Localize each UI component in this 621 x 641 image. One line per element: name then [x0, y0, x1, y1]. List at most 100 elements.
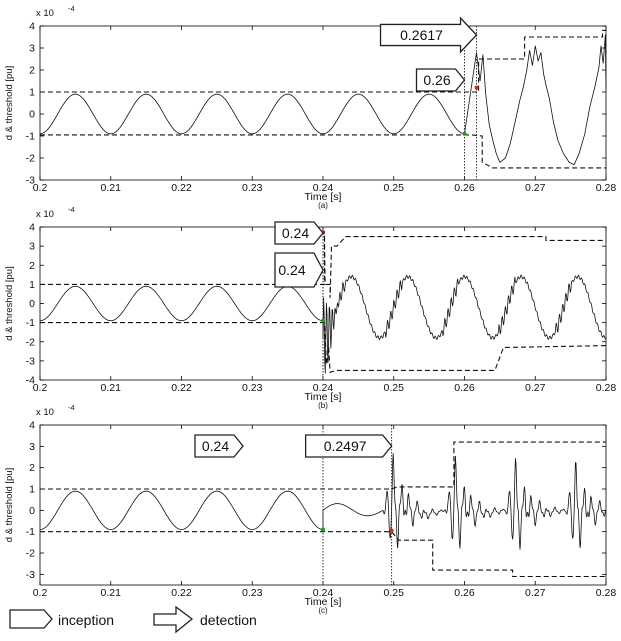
- y-tick-label: 1: [29, 87, 35, 99]
- legend-graphic: inception detection: [9, 605, 257, 634]
- x-tick-label: 0.25: [384, 182, 405, 194]
- y-tick-label: -4: [26, 375, 35, 387]
- panel-label: (b): [318, 401, 328, 410]
- detection-arrow-icon: [304, 434, 393, 458]
- y-tick-label: -3: [26, 175, 35, 187]
- y-tick-label: 4: [29, 222, 35, 234]
- inception-marker: [321, 318, 325, 323]
- detection-arrow-icon: [274, 221, 324, 245]
- legend: inception detection: [6, 605, 306, 636]
- x-tick-label: 0.21: [101, 182, 122, 194]
- y-tick-label: -1: [26, 131, 35, 143]
- y-tick-label: -3: [26, 569, 35, 581]
- y-tick-label: -2: [26, 153, 35, 165]
- y-axis-label: d & threshold [pu]: [4, 468, 15, 542]
- y-tick-label: -3: [26, 355, 35, 367]
- panel-label: (a): [318, 201, 328, 210]
- inception-arrow-icon: [194, 434, 244, 458]
- x-axis-label: Time [s]: [305, 596, 342, 608]
- legend-inception-label: inception: [58, 612, 114, 628]
- detection-marker: [474, 85, 479, 90]
- y-tick-label: 1: [29, 484, 35, 496]
- x-tick-label: 0.23: [242, 587, 263, 599]
- legend-detection-label: detection: [200, 612, 257, 628]
- y-exponent: -4: [68, 205, 75, 214]
- x-tick-label: 0.23: [242, 182, 263, 194]
- x-tick-label: 0.22: [171, 382, 192, 394]
- detection-time-label: 0.2497: [324, 438, 367, 454]
- threshold-upper-line: [40, 441, 606, 490]
- x-tick-label: 0.26: [454, 587, 475, 599]
- detection-marker: [389, 528, 394, 533]
- threshold-lower-line: [40, 531, 606, 578]
- x-tick-label: 0.28: [596, 587, 617, 599]
- y-tick-label: -2: [26, 336, 35, 348]
- y-tick-label: 0: [29, 298, 35, 310]
- x-tick-label: 0.2: [33, 382, 48, 394]
- x-tick-label: 0.26: [454, 382, 475, 394]
- threshold-upper-line: [40, 230, 606, 298]
- y-tick-label: 4: [29, 21, 35, 33]
- x-tick-label: 0.26: [454, 182, 475, 194]
- y-tick-label: 2: [29, 260, 35, 272]
- detection-time-label: 0.24: [282, 225, 309, 241]
- detection-arrow-icon: [153, 605, 194, 634]
- x-axis-label: Time [s]: [305, 191, 342, 203]
- y-tick-label: 0: [29, 109, 35, 121]
- x-tick-label: 0.24: [313, 587, 334, 599]
- x-tick-label: 0.22: [171, 182, 192, 194]
- inception-arrow-icon: [9, 609, 53, 629]
- y-multiplier: x 10: [36, 407, 54, 418]
- y-exponent: -4: [68, 4, 75, 13]
- inception-marker: [321, 527, 325, 532]
- y-tick-label: 4: [29, 420, 35, 432]
- threshold-lower-line: [40, 322, 607, 374]
- signal-d-line: [40, 274, 606, 374]
- x-tick-label: 0.27: [525, 587, 546, 599]
- x-tick-label: 0.22: [171, 587, 192, 599]
- y-axis-label: d & threshold [pu]: [4, 266, 15, 340]
- y-tick-label: 1: [29, 279, 35, 291]
- detection-arrow-icon: [379, 16, 478, 54]
- x-tick-label: 0.21: [101, 587, 122, 599]
- inception-arrow-icon: [415, 68, 466, 92]
- y-tick-label: 2: [29, 462, 35, 474]
- y-tick-label: -1: [26, 526, 35, 538]
- x-tick-label: 0.2: [33, 587, 48, 599]
- x-tick-label: 0.28: [596, 382, 617, 394]
- y-exponent: -4: [68, 403, 75, 412]
- y-axis-label: d & threshold [pu]: [4, 66, 15, 140]
- x-tick-label: 0.21: [101, 382, 122, 394]
- x-tick-label: 0.24: [313, 182, 334, 194]
- inception-time-label: 0.24: [278, 262, 305, 278]
- y-tick-label: 3: [29, 241, 35, 253]
- y-multiplier: x 10: [36, 209, 54, 220]
- inception-time-label: 0.26: [423, 72, 450, 88]
- y-tick-label: 3: [29, 441, 35, 453]
- y-tick-label: 3: [29, 43, 35, 55]
- detection-time-label: 0.2617: [400, 27, 443, 43]
- panel-label: (c): [318, 606, 328, 615]
- x-axis-label: Time [s]: [305, 391, 342, 403]
- x-tick-label: 0.2: [33, 182, 48, 194]
- threshold-lower-line: [40, 134, 606, 169]
- x-tick-label: 0.24: [313, 382, 334, 394]
- threshold-upper-line: [40, 29, 606, 93]
- x-tick-label: 0.27: [525, 382, 546, 394]
- x-tick-label: 0.25: [384, 382, 405, 394]
- y-tick-label: -1: [26, 317, 35, 329]
- x-tick-label: 0.28: [596, 182, 617, 194]
- y-tick-label: -2: [26, 548, 35, 560]
- y-tick-label: 0: [29, 505, 35, 517]
- chart-panel-2: 0.2 0.21 0.22 0.23 0.24 0.25 0.26 0.27 0.28 -4 -3 -…: [4, 205, 616, 410]
- y-tick-label: 2: [29, 65, 35, 77]
- inception-marker: [462, 131, 467, 136]
- inception-arrow-icon: [274, 252, 324, 288]
- signal-d-line: [40, 453, 606, 550]
- y-multiplier: x 10: [36, 8, 54, 19]
- inception-time-label: 0.24: [202, 438, 229, 454]
- chart-panel-3: 0.2 0.21 0.22 0.23 0.24 0.25 0.26 0.27 0.28 -3 -2 -…: [4, 403, 616, 615]
- x-tick-label: 0.23: [242, 382, 263, 394]
- signal-d-line: [40, 34, 607, 166]
